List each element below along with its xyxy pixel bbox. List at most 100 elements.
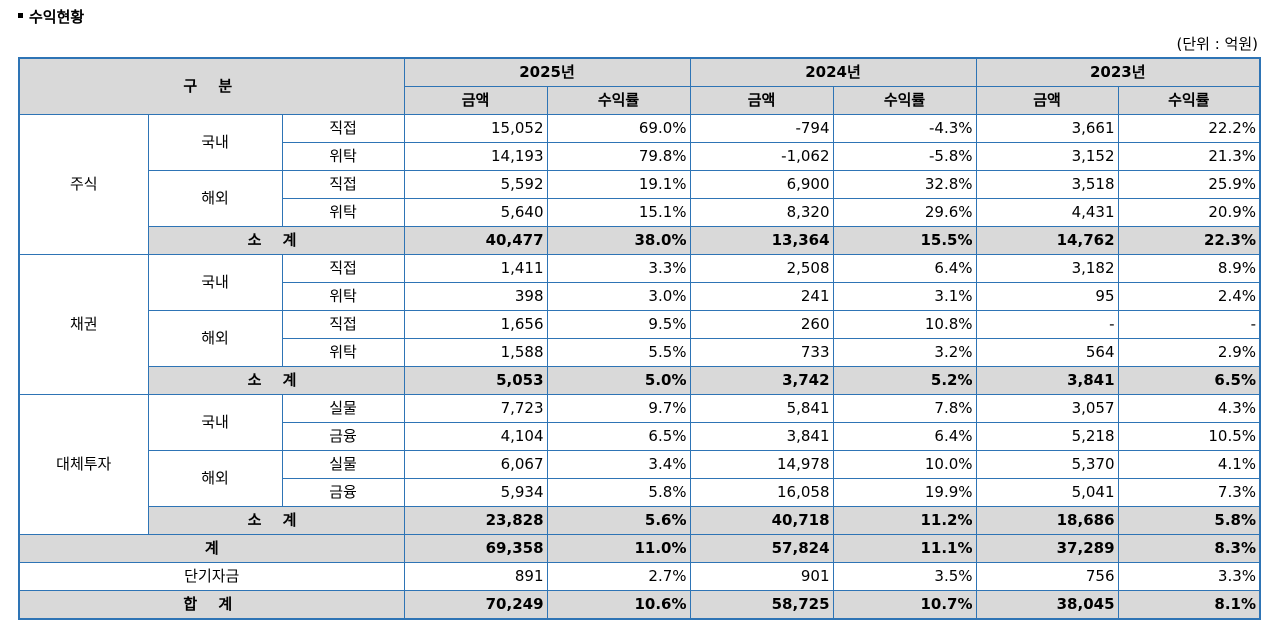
page-title: 수익현황 <box>18 6 84 27</box>
amount-cell: 40,477 <box>403 226 548 255</box>
rate-cell: 69.0% <box>546 114 691 143</box>
rate-cell: 2.7% <box>546 562 691 591</box>
header-rate: 수익률 <box>1117 86 1261 115</box>
rate-cell: 2.9% <box>1117 338 1261 367</box>
rate-cell: - <box>1117 310 1261 339</box>
type-label: 직접 <box>281 114 405 143</box>
amount-cell: 57,824 <box>689 534 834 563</box>
rate-cell: 15.1% <box>546 198 691 227</box>
rate-cell: 15.5% <box>832 226 977 255</box>
amount-cell: 23,828 <box>403 506 548 535</box>
header-rate: 수익률 <box>546 86 691 115</box>
amount-cell: 70,249 <box>403 590 548 620</box>
total-row: 계 69,358 11.0% 57,824 11.1% 37,289 8.3% <box>18 534 1261 563</box>
subtotal-label: 소 계 <box>147 226 405 255</box>
amount-cell: - <box>975 310 1119 339</box>
region-label: 국내 <box>147 394 283 451</box>
region-label: 해외 <box>147 170 283 227</box>
short-term-row-label: 단기자금 <box>18 562 405 591</box>
header-year: 2025년 <box>403 57 691 87</box>
rate-cell: 10.7% <box>832 590 977 620</box>
amount-cell: 5,041 <box>975 478 1119 507</box>
header-amount: 금액 <box>975 86 1119 115</box>
amount-cell: 4,431 <box>975 198 1119 227</box>
type-label: 위탁 <box>281 142 405 171</box>
rate-cell: 20.9% <box>1117 198 1261 227</box>
rate-cell: 3.4% <box>546 450 691 479</box>
rate-cell: 32.8% <box>832 170 977 199</box>
rate-cell: 29.6% <box>832 198 977 227</box>
rate-cell: 7.8% <box>832 394 977 423</box>
rate-cell: 3.3% <box>1117 562 1261 591</box>
amount-cell: 3,182 <box>975 254 1119 283</box>
region-label: 국내 <box>147 114 283 171</box>
type-label: 실물 <box>281 394 405 423</box>
amount-cell: 756 <box>975 562 1119 591</box>
amount-cell: 564 <box>975 338 1119 367</box>
amount-cell: 5,592 <box>403 170 548 199</box>
amount-cell: 8,320 <box>689 198 834 227</box>
rate-cell: 3.5% <box>832 562 977 591</box>
amount-cell: 40,718 <box>689 506 834 535</box>
table-row: 위탁 5,640 15.1% 8,320 29.6% 4,431 20.9% <box>19 198 1261 227</box>
table-row: 해외 실물 6,067 3.4% 14,978 10.0% 5,370 4.1% <box>19 450 1261 507</box>
rate-cell: 6.5% <box>1117 366 1261 395</box>
rate-cell: 4.3% <box>1117 394 1261 423</box>
rate-cell: 8.9% <box>1117 254 1261 283</box>
header-amount: 금액 <box>689 86 834 115</box>
type-label: 금융 <box>281 478 405 507</box>
amount-cell: 1,588 <box>403 338 548 367</box>
rate-cell: -5.8% <box>832 142 977 171</box>
amount-cell: 3,152 <box>975 142 1119 171</box>
rate-cell: 4.1% <box>1117 450 1261 479</box>
table-row: 금융 4,104 6.5% 3,841 6.4% 5,218 10.5% <box>19 422 1261 451</box>
subtotal-label: 소 계 <box>147 366 405 395</box>
type-label: 위탁 <box>281 338 405 367</box>
rate-cell: 38.0% <box>546 226 691 255</box>
amount-cell: 1,656 <box>403 310 548 339</box>
type-label: 직접 <box>281 170 405 199</box>
region-label: 국내 <box>147 254 283 311</box>
header-row-metrics: 금액 수익률 금액 수익률 금액 수익률 <box>19 86 1261 115</box>
table-row: 위탁 14,193 79.8% -1,062 -5.8% 3,152 21.3% <box>19 142 1261 171</box>
amount-cell: 5,934 <box>403 478 548 507</box>
region-label: 해외 <box>147 310 283 367</box>
rate-cell: 2.4% <box>1117 282 1261 311</box>
amount-cell: 69,358 <box>403 534 548 563</box>
rate-cell: 5.0% <box>546 366 691 395</box>
rate-cell: 8.1% <box>1117 590 1261 620</box>
type-label: 금융 <box>281 422 405 451</box>
amount-cell: 2,508 <box>689 254 834 283</box>
grand-total-row: 합 계 70,249 10.6% 58,725 10.7% 38,045 8.1% <box>18 590 1261 620</box>
grand-total-row-label: 합 계 <box>18 590 405 620</box>
amount-cell: 14,978 <box>689 450 834 479</box>
rate-cell: 11.0% <box>546 534 691 563</box>
rate-cell: 3.3% <box>546 254 691 283</box>
group-label: 주식 <box>18 114 149 255</box>
rate-cell: 3.2% <box>832 338 977 367</box>
table-row: 채권 국내 직접 1,411 3.3% 2,508 6.4% 3,182 8.9% <box>18 254 1261 395</box>
rate-cell: 22.2% <box>1117 114 1261 143</box>
header-row-years: 구 분 2025년 2024년 2023년 <box>18 57 1261 115</box>
amount-cell: 15,052 <box>403 114 548 143</box>
type-label: 직접 <box>281 254 405 283</box>
amount-cell: 16,058 <box>689 478 834 507</box>
rate-cell: 5.2% <box>832 366 977 395</box>
amount-cell: 7,723 <box>403 394 548 423</box>
total-row-label: 계 <box>18 534 405 563</box>
amount-cell: 3,661 <box>975 114 1119 143</box>
amount-cell: 38,045 <box>975 590 1119 620</box>
rate-cell: 25.9% <box>1117 170 1261 199</box>
header-category: 구 분 <box>18 57 405 115</box>
rate-cell: 22.3% <box>1117 226 1261 255</box>
header-year: 2023년 <box>975 57 1261 87</box>
table-row: 금융 5,934 5.8% 16,058 19.9% 5,041 7.3% <box>19 478 1261 507</box>
amount-cell: 4,104 <box>403 422 548 451</box>
amount-cell: 6,067 <box>403 450 548 479</box>
amount-cell: 3,518 <box>975 170 1119 199</box>
unit-label: (단위 : 억원) <box>1176 35 1259 53</box>
amount-cell: 241 <box>689 282 834 311</box>
rate-cell: 9.7% <box>546 394 691 423</box>
bullet-icon <box>18 13 23 18</box>
rate-cell: 11.2% <box>832 506 977 535</box>
